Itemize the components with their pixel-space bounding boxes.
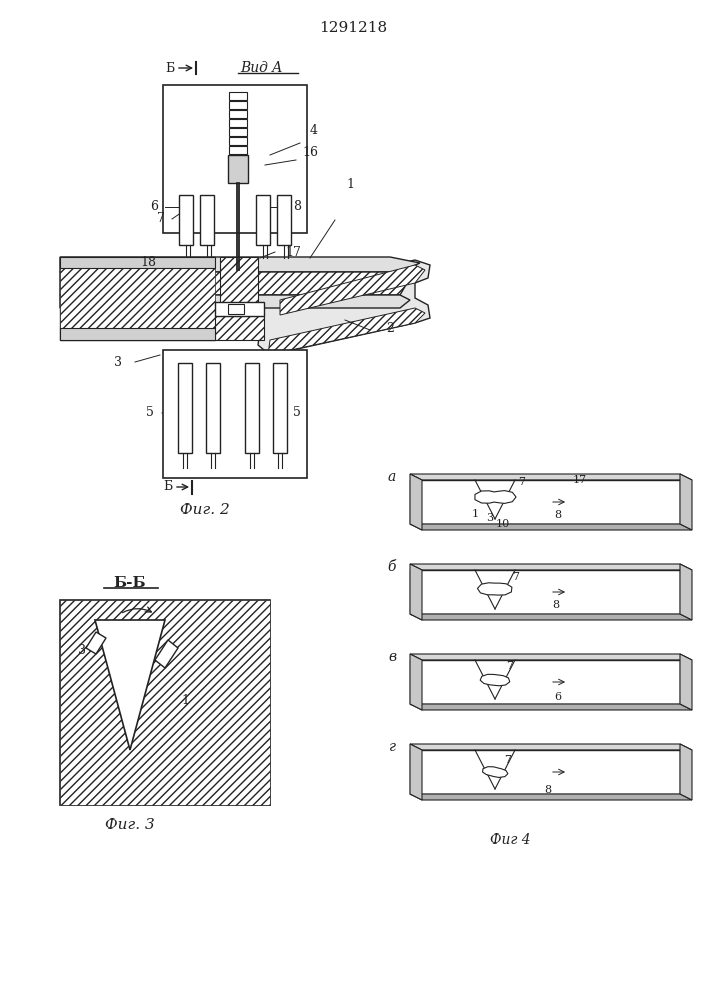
Text: 3: 3 [114,356,122,368]
Polygon shape [60,257,215,340]
Polygon shape [410,654,422,710]
Polygon shape [229,101,247,109]
Polygon shape [410,480,680,524]
Text: Фиг. 3: Фиг. 3 [105,818,155,832]
Polygon shape [178,363,192,453]
Text: 1: 1 [472,509,479,519]
Polygon shape [60,272,410,295]
Polygon shape [680,654,692,710]
Text: 2: 2 [386,322,394,334]
Polygon shape [215,316,264,340]
Polygon shape [410,564,692,570]
Polygon shape [229,137,247,145]
Polygon shape [179,195,193,245]
Text: 5: 5 [146,406,154,420]
Text: 1: 1 [181,694,189,706]
Text: а: а [388,470,396,484]
Polygon shape [480,674,510,686]
Text: в: в [388,650,396,664]
Polygon shape [410,474,692,480]
Polygon shape [228,155,248,183]
Text: Фиг. 2: Фиг. 2 [180,503,230,517]
Polygon shape [95,620,165,750]
Text: 17: 17 [573,475,587,485]
Polygon shape [163,350,307,478]
Polygon shape [155,640,178,668]
Polygon shape [163,85,307,233]
Text: 6: 6 [554,692,561,702]
Polygon shape [256,195,270,245]
Polygon shape [410,660,680,704]
Polygon shape [86,632,106,654]
Polygon shape [410,614,692,620]
Polygon shape [206,363,220,453]
Polygon shape [477,583,512,595]
Polygon shape [60,260,215,338]
Polygon shape [60,600,270,805]
Polygon shape [60,295,410,308]
Polygon shape [277,195,291,245]
Text: 8: 8 [293,200,301,214]
Polygon shape [410,750,680,794]
Polygon shape [229,128,247,136]
Text: 7: 7 [505,755,511,765]
Polygon shape [258,260,430,355]
Polygon shape [220,257,258,308]
Text: 10: 10 [496,519,510,529]
Text: Б: Б [165,62,175,75]
Text: 4: 4 [310,123,318,136]
Text: 5: 5 [293,406,301,420]
Text: б: б [387,560,396,574]
Text: 16: 16 [302,146,318,159]
Text: Б: Б [163,481,173,493]
Polygon shape [410,474,422,530]
Polygon shape [410,654,692,660]
Text: 8: 8 [554,510,561,520]
Text: 7: 7 [157,213,165,226]
Text: 3: 3 [486,513,493,523]
Polygon shape [410,704,692,710]
Polygon shape [273,363,287,453]
Text: 8: 8 [552,600,559,610]
Polygon shape [228,304,244,314]
Text: 3: 3 [78,644,86,656]
Polygon shape [410,744,692,750]
Polygon shape [410,564,422,620]
Text: 1: 1 [346,178,354,192]
Text: г: г [389,740,395,754]
Polygon shape [60,257,215,268]
Polygon shape [229,110,247,118]
Polygon shape [680,474,692,530]
Text: Вид A: Вид A [240,61,282,75]
Text: 18: 18 [140,255,156,268]
Polygon shape [280,265,425,315]
Text: 8: 8 [544,785,551,795]
Text: 7: 7 [513,572,520,582]
Polygon shape [200,195,214,245]
Polygon shape [245,363,259,453]
Polygon shape [475,491,516,503]
Polygon shape [60,328,215,340]
Text: 7: 7 [518,477,525,487]
Text: 7: 7 [506,661,513,671]
Polygon shape [229,92,247,100]
Polygon shape [410,524,692,530]
Text: Б-Б: Б-Б [114,576,146,590]
Polygon shape [483,767,508,777]
Polygon shape [229,119,247,127]
Polygon shape [410,744,422,800]
Polygon shape [680,744,692,800]
Text: 17: 17 [285,245,301,258]
Text: Фиг 4: Фиг 4 [490,833,530,847]
Polygon shape [680,564,692,620]
Polygon shape [268,308,425,355]
Text: 1291218: 1291218 [319,21,387,35]
Polygon shape [60,600,270,805]
Polygon shape [410,570,680,614]
Polygon shape [410,794,692,800]
Polygon shape [215,302,264,316]
Polygon shape [60,257,420,272]
Text: 6: 6 [150,200,158,214]
Polygon shape [229,146,247,154]
